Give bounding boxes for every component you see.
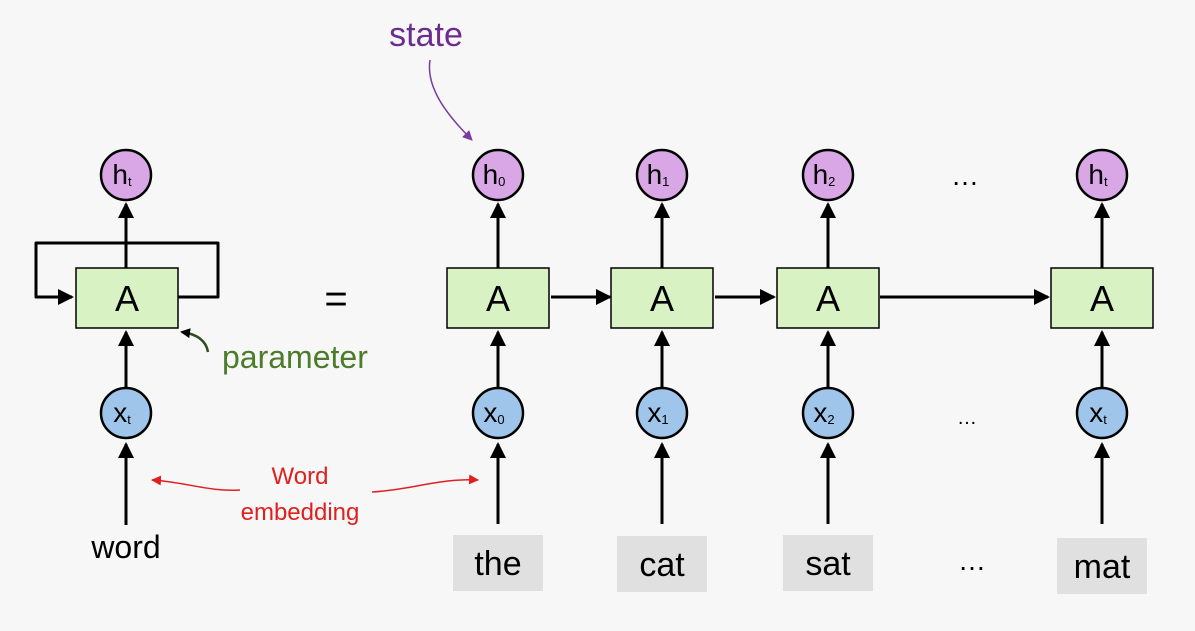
cell-label-0: A: [486, 278, 510, 319]
ellipsis-inputs: …: [957, 407, 977, 429]
word-box-0: [453, 535, 543, 591]
svg-text:ht: ht: [112, 159, 132, 190]
word-box-1: [617, 536, 707, 592]
svg-text:x1: x1: [647, 397, 668, 428]
cell-label-3: A: [1090, 278, 1114, 319]
state-node-0: [471, 148, 525, 202]
word-label-3: mat: [1074, 548, 1131, 586]
ellipsis-words: …: [958, 545, 986, 576]
state-sub-0: 0: [498, 174, 505, 189]
rolled-state-node: [99, 148, 153, 202]
rolled-cell-label: A: [115, 278, 139, 319]
input-main-2: x: [813, 397, 827, 428]
input-main-0: x: [483, 397, 497, 428]
word-label-1: cat: [639, 546, 685, 584]
cell-2: [776, 267, 880, 329]
word-label-0: the: [474, 545, 521, 583]
state-node-3: [1075, 148, 1129, 202]
rolled-state-main: h: [112, 159, 128, 190]
svg-text:h2: h2: [813, 159, 836, 190]
state-sub-2: 2: [828, 174, 835, 189]
parameter-label: parameter: [222, 339, 368, 375]
word-box-2: [783, 535, 873, 591]
word-embedding-arrow-left: [151, 475, 241, 492]
cell-3: [1050, 267, 1154, 329]
parameter-pointer-arrow: [180, 328, 210, 353]
input-main-3: x: [1089, 397, 1103, 428]
input-node-1: [635, 386, 689, 440]
word-label-2: sat: [805, 545, 851, 583]
word-embedding-label-line2: embedding: [241, 499, 360, 526]
state-main-1: h: [647, 159, 663, 190]
svg-text:xt: xt: [113, 397, 131, 428]
word-box-3: [1057, 538, 1147, 594]
cell-label-2: A: [816, 278, 840, 319]
state-main-3: h: [1088, 159, 1104, 190]
rolled-input-main: x: [113, 397, 127, 428]
rolled-input-sub: t: [127, 412, 131, 427]
input-main-1: x: [647, 397, 661, 428]
equals-sign: =: [324, 277, 347, 321]
svg-text:x2: x2: [813, 397, 834, 428]
state-label: state: [389, 16, 463, 54]
svg-text:ht: ht: [1088, 159, 1108, 190]
svg-text:xt: xt: [1089, 397, 1107, 428]
word-embedding-label-line1: Word: [272, 463, 329, 490]
state-pointer-arrow: [428, 59, 473, 141]
svg-text:x0: x0: [483, 397, 504, 428]
state-node-2: [801, 148, 855, 202]
rolled-state-sub: t: [128, 174, 132, 189]
ellipsis-states: …: [951, 160, 979, 191]
state-main-2: h: [813, 159, 829, 190]
cell-1: [610, 267, 714, 329]
svg-text:h0: h0: [483, 159, 506, 190]
input-sub-0: 0: [497, 412, 504, 427]
rolled-recurrence-loop: [34, 241, 220, 305]
cell-0: [446, 267, 550, 329]
rolled-input-node: [99, 386, 153, 440]
state-node-1: [635, 148, 689, 202]
rolled-cell: [75, 267, 179, 329]
input-node-3: [1075, 386, 1129, 440]
input-node-2: [801, 386, 855, 440]
rolled-word-label: word: [90, 529, 160, 565]
input-node-0: [471, 386, 525, 440]
state-sub-3: t: [1104, 174, 1108, 189]
cell-label-1: A: [650, 278, 674, 319]
state-sub-1: 1: [662, 174, 669, 189]
input-sub-2: 2: [827, 412, 834, 427]
word-embedding-arrow-right: [371, 474, 479, 493]
rolled-rnn: ht A xt word parameter: [34, 148, 368, 565]
svg-text:h1: h1: [647, 159, 670, 190]
state-main-0: h: [483, 159, 499, 190]
input-sub-1: 1: [661, 412, 668, 427]
input-sub-3: t: [1103, 412, 1107, 427]
